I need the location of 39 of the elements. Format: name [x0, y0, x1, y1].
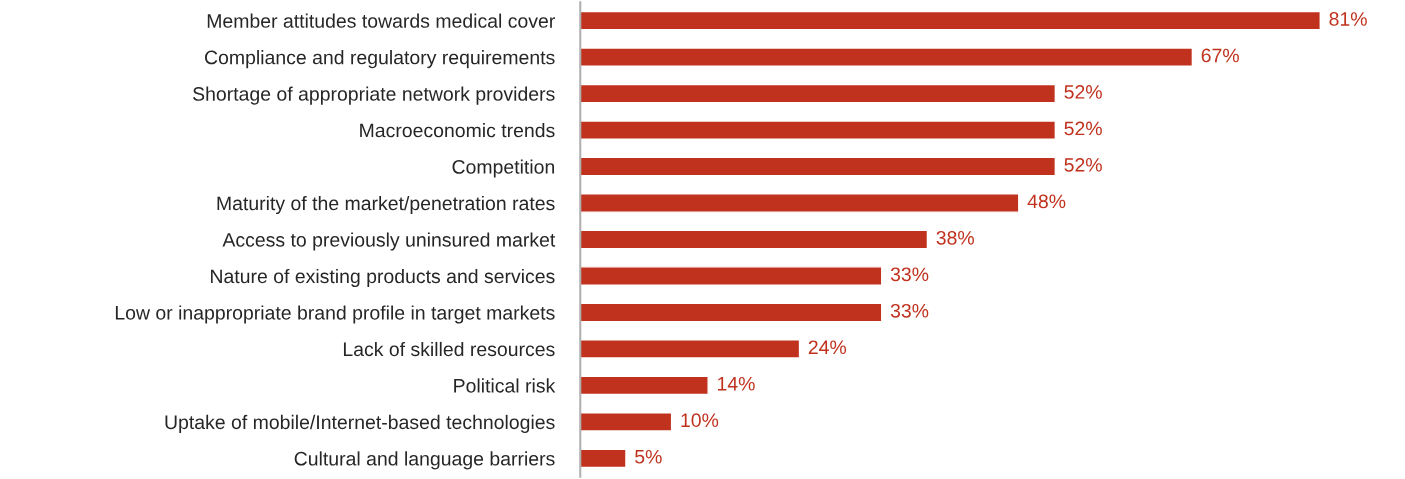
bar [580, 375, 709, 396]
bar [580, 120, 1057, 140]
data-label: 33% [890, 303, 929, 318]
y-tick-label: Member attitudes towards medical cover [207, 13, 555, 28]
data-label: 24% [808, 340, 847, 355]
bar [580, 193, 1020, 213]
bar [580, 83, 1057, 104]
bar [580, 266, 883, 286]
data-label: 52% [1064, 85, 1102, 99]
data-label: 10% [681, 413, 719, 428]
bar [580, 10, 1321, 31]
bar [580, 156, 1057, 177]
y-tick-label: Maturity of the market/penetration rates [217, 195, 555, 215]
bar [580, 448, 627, 469]
y-tick-label: Access to previously uninsured market [222, 232, 556, 251]
y-tick-label: Political risk [454, 378, 556, 393]
y-tick-label: Low or inappropriate brand profile in target markets [115, 305, 555, 324]
y-tick-label: Competition [452, 159, 555, 178]
bar [580, 412, 673, 432]
y-tick-label: Compliance and regulatory requirements [205, 50, 555, 69]
bar [580, 302, 883, 323]
y-tick-label: Shortage of appropriate network providers [193, 86, 555, 105]
data-label: 33% [890, 267, 929, 282]
data-label: 52% [1064, 158, 1102, 172]
data-label: 5% [635, 449, 662, 464]
y-tick-label: Nature of existing products and services [211, 268, 555, 288]
data-label: 38% [936, 230, 974, 245]
bar [580, 339, 801, 359]
data-label: 48% [1027, 194, 1066, 209]
data-label: 81% [1329, 12, 1367, 26]
bar [580, 229, 929, 250]
y-tick-label: Macroeconomic trends [360, 123, 555, 138]
data-label: 67% [1201, 48, 1239, 63]
y-tick-label: Uptake of mobile/Internet-based technologies [165, 414, 555, 433]
y-tick-label: Cultural and language barriers [294, 451, 555, 470]
data-label: 14% [717, 376, 755, 391]
y-tick-label: Lack of skilled resources [343, 341, 555, 357]
bar [580, 47, 1194, 67]
data-label: 52% [1064, 121, 1102, 136]
